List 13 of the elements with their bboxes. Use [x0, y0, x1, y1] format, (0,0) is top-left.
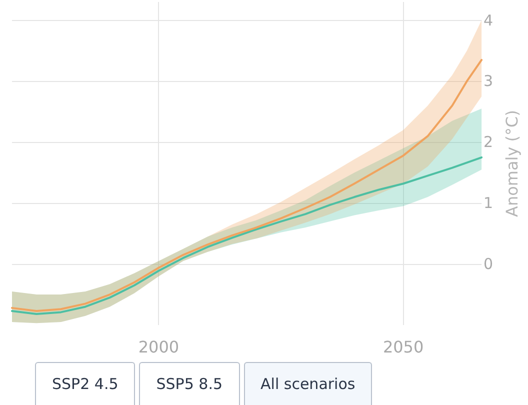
- tab-button[interactable]: SSP5 8.5: [139, 362, 240, 405]
- tab-button[interactable]: SSP2 4.5: [35, 362, 136, 405]
- y-tick-label: 4: [484, 11, 494, 30]
- x-tick-label: 2050: [382, 338, 424, 356]
- y-tick-label: 0: [484, 255, 494, 274]
- y-tick-label: 1: [484, 194, 494, 212]
- tab-button[interactable]: All scenarios: [244, 362, 372, 405]
- line-series: [11, 58, 483, 312]
- y-tick-label: 3: [484, 72, 494, 90]
- line-series: [11, 156, 483, 316]
- x-tick-label: 2000: [138, 338, 180, 356]
- y-axis-title: Anomaly (°C): [502, 110, 522, 217]
- y-tick-label: 2: [484, 133, 494, 152]
